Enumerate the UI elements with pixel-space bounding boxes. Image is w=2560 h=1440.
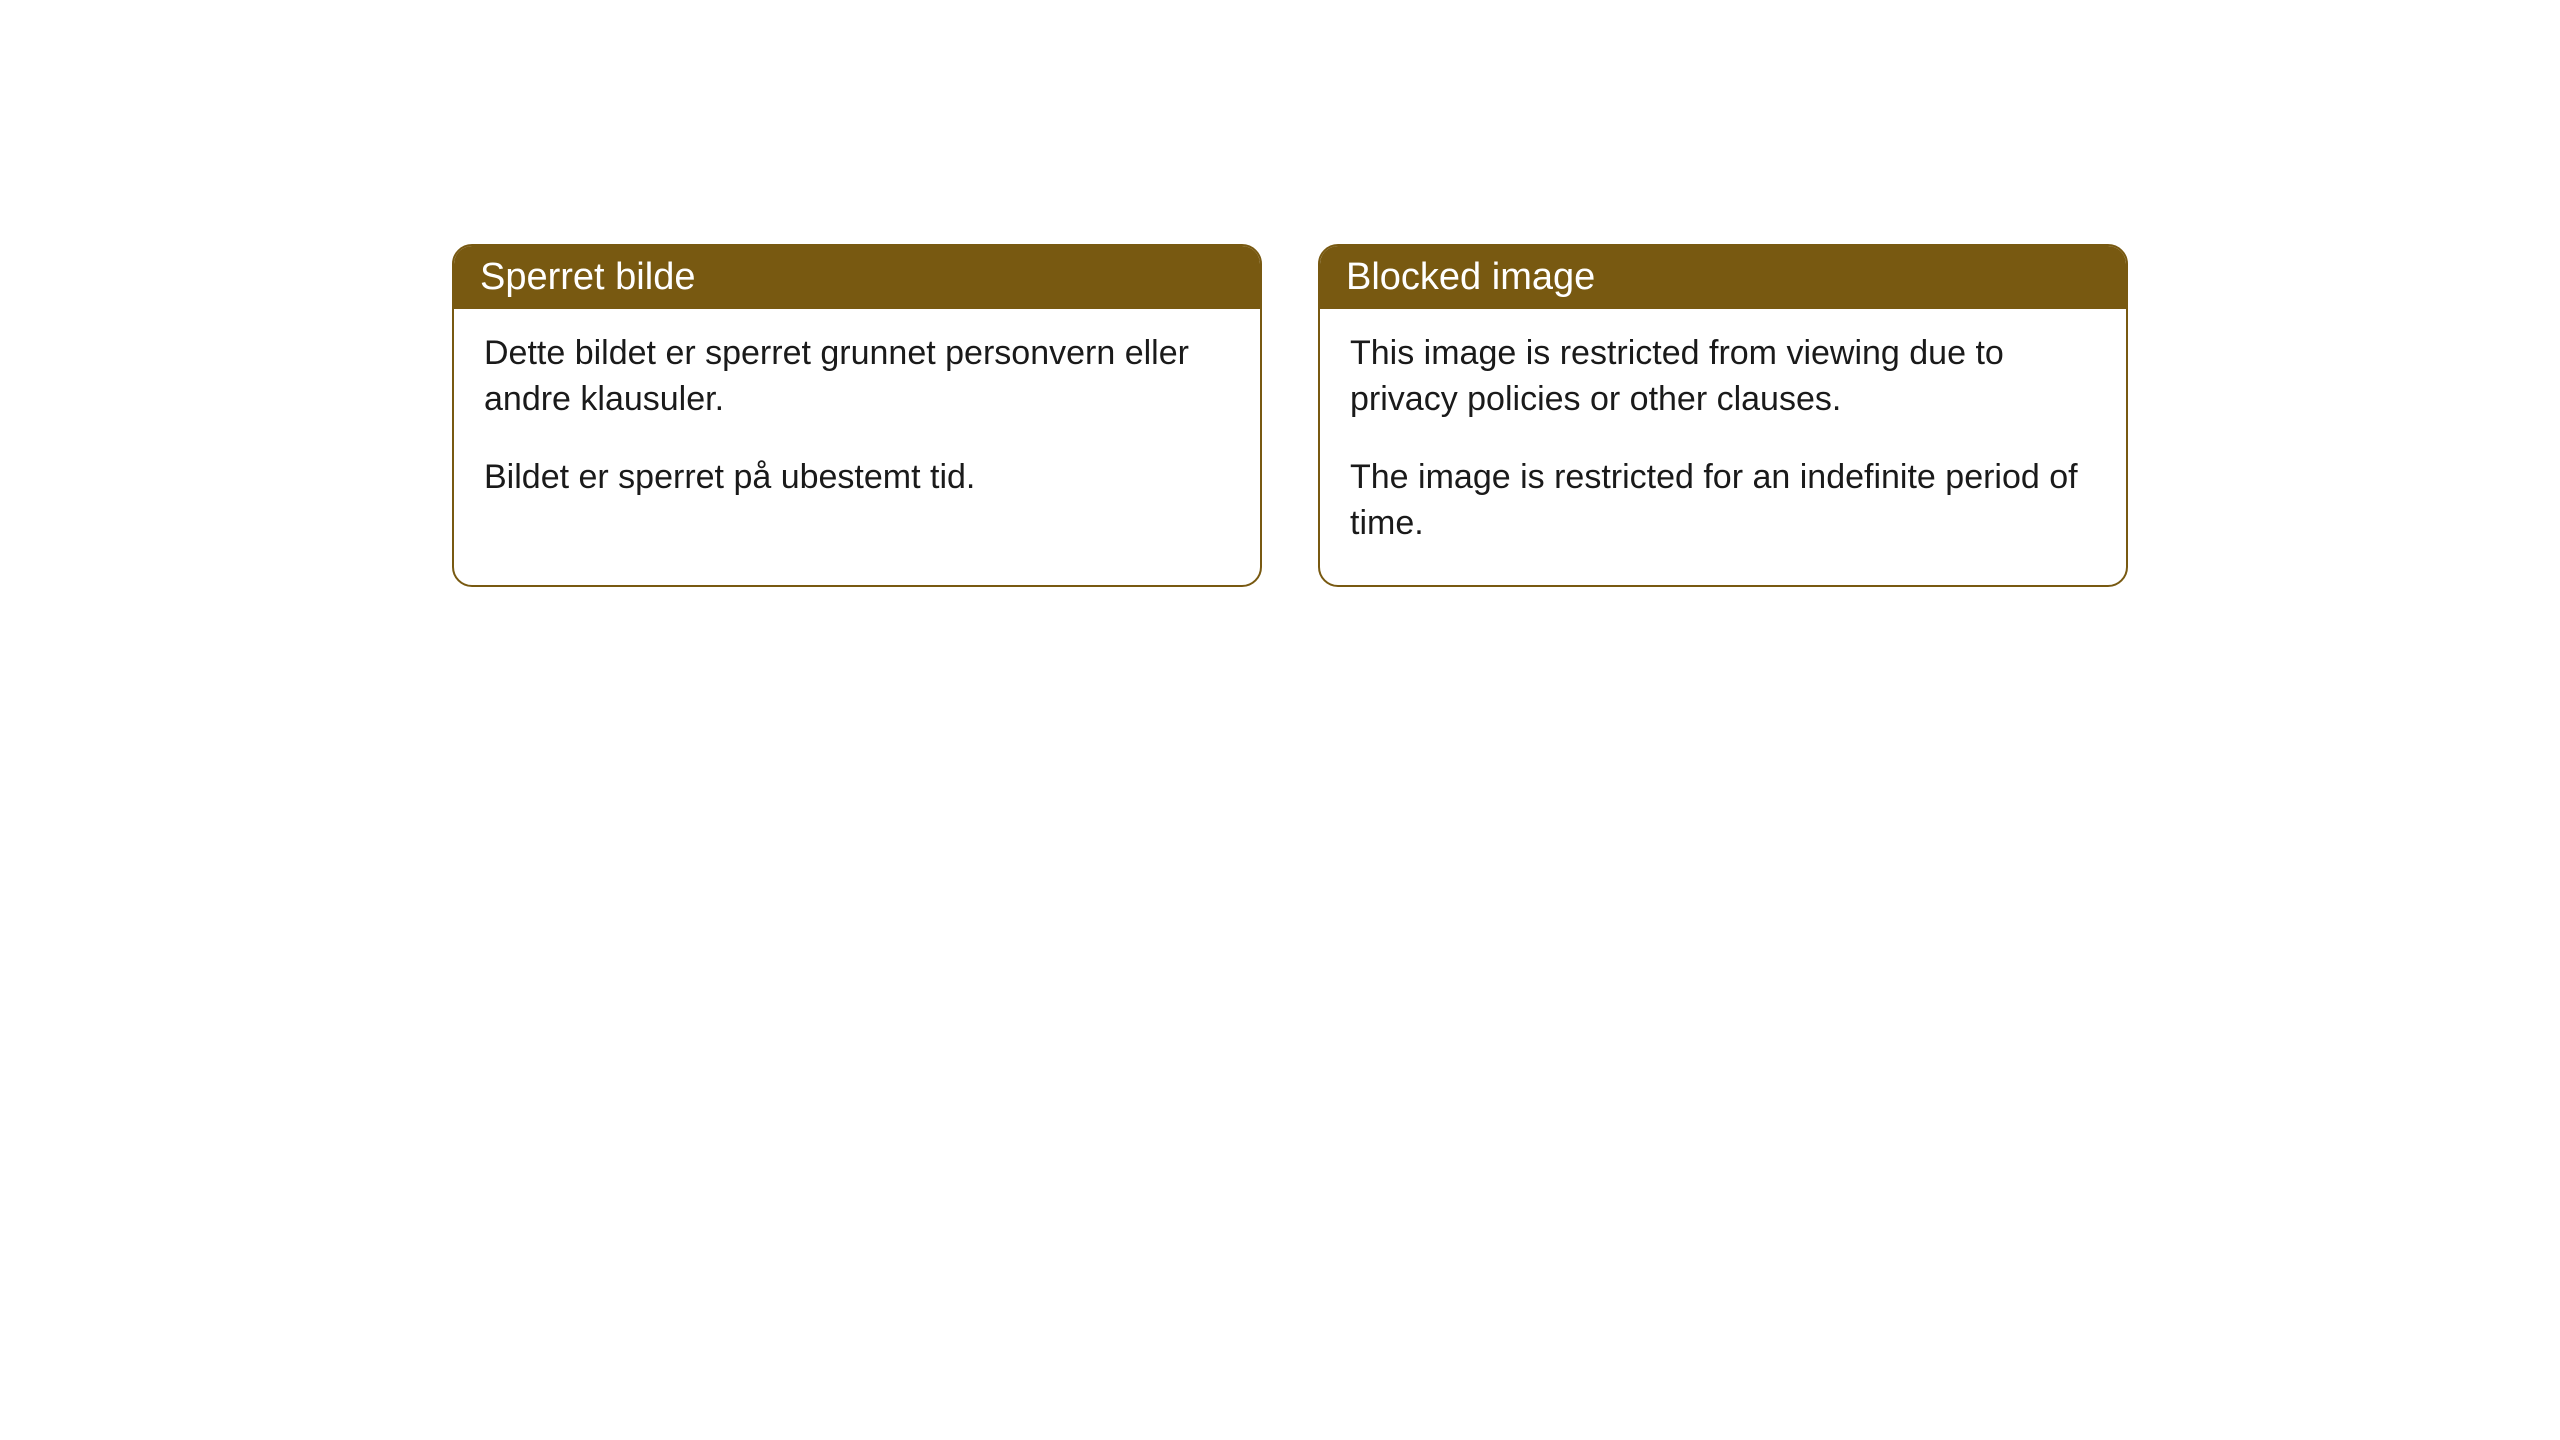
card-header: Sperret bilde	[454, 246, 1260, 309]
card-header: Blocked image	[1320, 246, 2126, 309]
card-paragraph: This image is restricted from viewing du…	[1350, 331, 2096, 423]
notice-card-english: Blocked image This image is restricted f…	[1318, 244, 2128, 587]
card-paragraph: Dette bildet er sperret grunnet personve…	[484, 331, 1230, 423]
cards-container: Sperret bilde Dette bildet er sperret gr…	[452, 244, 2560, 587]
card-body: Dette bildet er sperret grunnet personve…	[454, 309, 1260, 539]
card-paragraph: The image is restricted for an indefinit…	[1350, 455, 2096, 547]
card-title: Sperret bilde	[480, 256, 695, 298]
card-paragraph: Bildet er sperret på ubestemt tid.	[484, 455, 1230, 501]
card-title: Blocked image	[1346, 256, 1595, 298]
notice-card-norwegian: Sperret bilde Dette bildet er sperret gr…	[452, 244, 1262, 587]
card-body: This image is restricted from viewing du…	[1320, 309, 2126, 585]
